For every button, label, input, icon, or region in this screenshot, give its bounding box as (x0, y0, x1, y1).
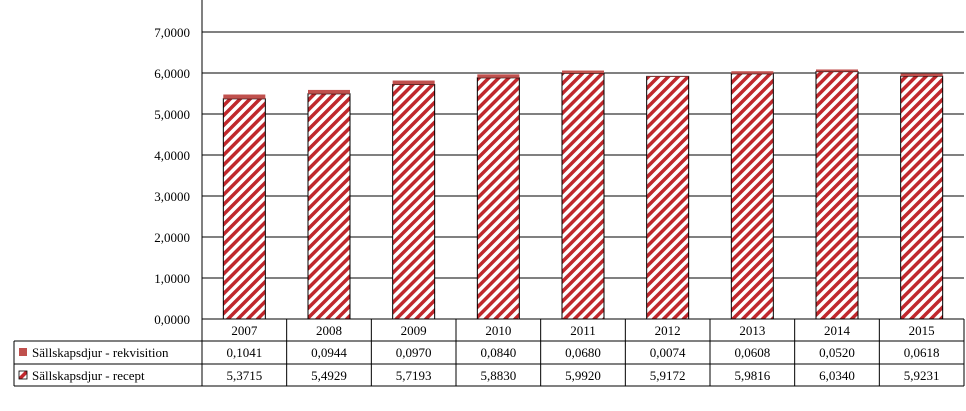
data-label: 5,9920 (565, 368, 601, 383)
x-tick-label: 2008 (316, 323, 342, 338)
data-label: 5,9816 (734, 368, 770, 383)
bar-rekvisition (308, 89, 350, 94)
y-tick-label: 4,0000 (154, 148, 190, 163)
data-label: 0,0944 (311, 345, 347, 360)
bars (222, 69, 944, 320)
data-table: 2007 2008 2009 2010 2011 2012 2013 2014 2015 Säll… (13, 318, 965, 387)
y-tick-label: 1,0000 (154, 271, 190, 286)
bar-rekvisition (392, 80, 435, 85)
legend-key (19, 348, 27, 356)
data-label: 5,9231 (904, 368, 940, 383)
x-tick-label: 2007 (231, 323, 258, 338)
y-axis: 0,0000 1,0000 2,0000 3,0000 4,0000 5,0000 6,00… (154, 0, 203, 327)
data-label: 6,0340 (819, 368, 855, 383)
bar-rekvisition (646, 76, 689, 77)
data-label: 0,0074 (650, 345, 686, 360)
bar-rekvisition (731, 71, 774, 74)
data-label: 0,0970 (396, 345, 432, 360)
bar-recept (646, 75, 690, 320)
x-tick-label: 2013 (739, 323, 765, 338)
legend-label: Sällskapsdjur - recept (32, 368, 145, 383)
y-tick-label: 5,0000 (154, 107, 190, 122)
data-label: 0,0618 (904, 345, 940, 360)
y-tick-label: 2,0000 (154, 230, 190, 245)
x-tick-label: 2015 (909, 323, 935, 338)
data-label: 0,0840 (480, 345, 516, 360)
bar-recept (900, 75, 944, 320)
legend-key (18, 370, 28, 380)
y-tick-label: 7,0000 (154, 25, 190, 40)
data-label: 5,8830 (480, 368, 516, 383)
legend-label: Sällskapsdjur - rekvisition (32, 345, 169, 360)
y-tick-label: 3,0000 (154, 189, 190, 204)
bar-rekvisition (900, 73, 943, 77)
data-label: 5,3715 (226, 368, 262, 383)
x-tick-label: 2011 (570, 323, 596, 338)
bar-rekvisition (816, 69, 858, 72)
data-label: 5,7193 (396, 368, 432, 383)
y-tick-label: 0,0000 (154, 312, 190, 327)
data-label: 0,0680 (565, 345, 601, 360)
bar-recept (307, 93, 351, 320)
data-label: 5,9172 (650, 368, 686, 383)
bar-rekvisition (477, 74, 520, 78)
x-tick-label: 2010 (485, 323, 511, 338)
data-label: 0,1041 (226, 345, 262, 360)
bar-recept (222, 98, 266, 320)
bar-recept (815, 71, 859, 320)
data-label: 0,0608 (734, 345, 770, 360)
bar-recept (392, 84, 436, 320)
bar-recept (476, 77, 520, 320)
bar-recept (561, 72, 605, 320)
bar-rekvisition (562, 70, 604, 74)
data-label: 5,4929 (311, 368, 347, 383)
x-tick-label: 2014 (824, 323, 851, 338)
x-tick-label: 2009 (401, 323, 427, 338)
bar-rekvisition (223, 94, 266, 99)
x-tick-label: 2012 (655, 323, 681, 338)
bar-recept (730, 73, 774, 320)
y-tick-label: 6,0000 (154, 66, 190, 81)
data-label: 0,0520 (819, 345, 855, 360)
